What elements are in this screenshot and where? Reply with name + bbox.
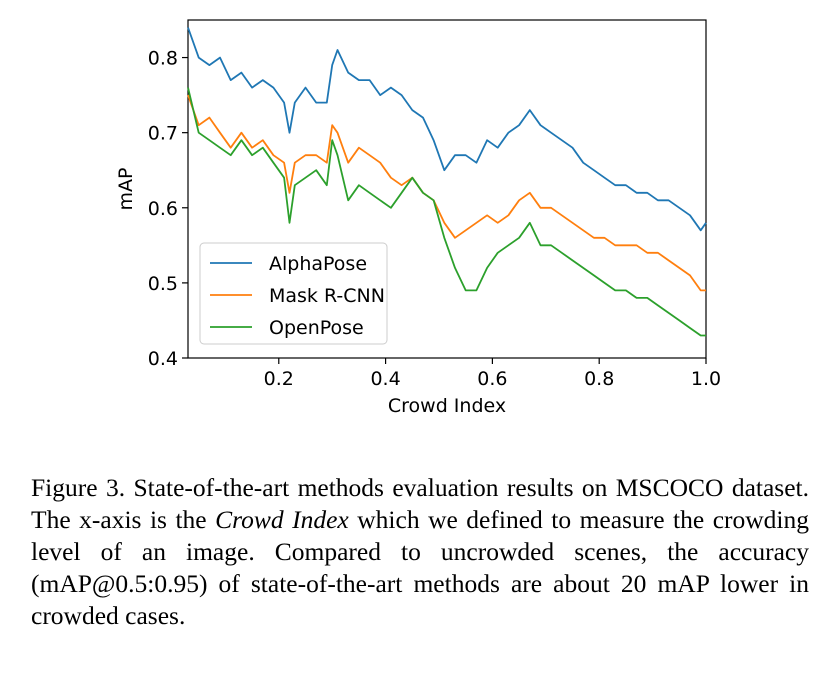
x-tick-label: 0.6	[477, 368, 507, 390]
y-tick-label: 0.6	[148, 198, 178, 220]
y-tick-label: 0.8	[148, 48, 178, 70]
caption-text-1: Figure 3. State-of-the-art methods evalu…	[31, 473, 809, 534]
caption-text-2: which we defined to measure the crowding…	[31, 505, 809, 630]
legend: AlphaPose Mask R-CNN OpenPose	[199, 242, 388, 345]
x-tick-label: 0.2	[264, 368, 294, 390]
plot-frame	[187, 19, 707, 359]
caption-emphasis: Crowd Index	[215, 505, 349, 534]
y-tick-label: 0.7	[148, 123, 178, 145]
x-axis: 0.2 0.4 0.6 0.8 1.0	[264, 358, 721, 390]
y-axis-title: mAP	[115, 168, 137, 211]
figure-caption: Figure 3. State-of-the-art methods evalu…	[31, 472, 809, 632]
series-line-mask-r-cnn	[187, 94, 706, 292]
x-tick-label: 0.4	[370, 368, 400, 390]
x-axis-title: Crowd Index	[388, 395, 506, 417]
legend-label-alphapose: AlphaPose	[269, 253, 367, 275]
y-axis: 0.4 0.5 0.6 0.7 0.8	[148, 48, 188, 370]
y-tick-label: 0.4	[148, 348, 178, 370]
series-line-openpose	[187, 87, 706, 337]
series-line-alphapose	[187, 27, 707, 232]
y-tick-label: 0.5	[148, 273, 178, 295]
legend-frame	[199, 242, 388, 345]
plot-area	[187, 19, 707, 359]
x-tick-label: 1.0	[691, 368, 721, 390]
x-tick-label: 0.8	[584, 368, 614, 390]
chart: 0.2 0.4 0.6 0.8 1.0 0.4 0.5 0.6 0.7 0.8 Crowd In…	[115, 19, 721, 417]
legend-label-mask-r-cnn: Mask R-CNN	[269, 285, 385, 307]
series-layer	[187, 27, 707, 337]
legend-label-openpose: OpenPose	[269, 317, 364, 339]
